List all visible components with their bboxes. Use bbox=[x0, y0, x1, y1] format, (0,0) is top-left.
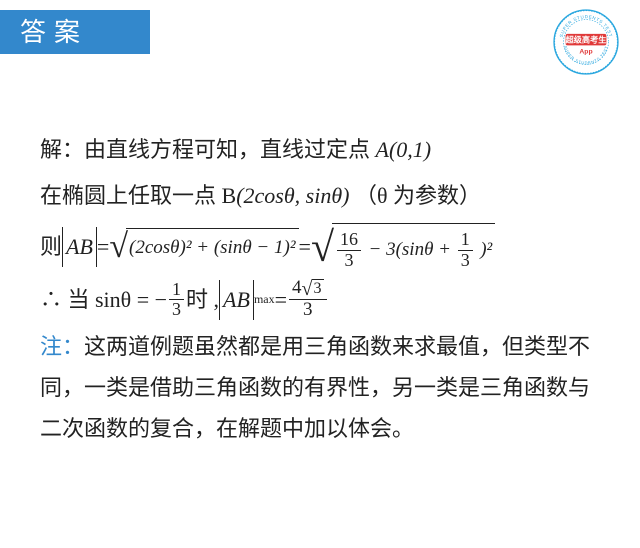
eq1-abs: AB bbox=[62, 227, 97, 267]
eq1-sqrt-body: (2cosθ)² + (sinθ − 1)² bbox=[126, 228, 299, 265]
solution-line-1: 解：由直线方程可知，直线过定点 A(0,1) bbox=[40, 130, 610, 170]
eq2-sub: max bbox=[254, 289, 275, 311]
content-area: 解：由直线方程可知，直线过定点 A(0,1) 在椭圆上任取一点 B(2cosθ,… bbox=[40, 130, 610, 449]
brand-stamp-icon: SUPER STUDENTS TEST SUPER STUDENTS TEST … bbox=[552, 8, 620, 76]
note-text: 这两道例题虽然都是用三角函数来求最值，但类型不同，一类是借助三角函数的有界性，另… bbox=[40, 334, 590, 440]
line1-point: A(0,1) bbox=[376, 137, 432, 162]
note-label: 注： bbox=[40, 334, 84, 359]
sqrt-icon: √ (2cosθ)² + (sinθ − 1)² bbox=[109, 228, 298, 265]
header-title: 答案 bbox=[20, 17, 88, 47]
radical-symbol: √ bbox=[311, 227, 334, 269]
sqrt-icon: √3 bbox=[302, 279, 324, 299]
stamp-brand-cn: 超级高考生 bbox=[565, 35, 607, 45]
answer-slide: 答案 SUPER STUDENTS TEST SUPER STUDENTS TE… bbox=[0, 0, 640, 548]
radical-symbol: √ bbox=[109, 230, 128, 264]
header-tab: 答案 bbox=[0, 10, 150, 54]
eq1-mid: − 3(sinθ + bbox=[369, 239, 456, 260]
eq1-tail: )² bbox=[480, 239, 492, 260]
eq1-eq2: = bbox=[299, 227, 311, 267]
fraction: 1 3 bbox=[169, 280, 184, 321]
fraction: 4√3 3 bbox=[289, 278, 326, 321]
fraction: 1 3 bbox=[458, 230, 473, 271]
eq1-eq: = bbox=[97, 227, 109, 267]
frac-num: 1 bbox=[169, 280, 184, 301]
note-paragraph: 注：这两道例题虽然都是用三角函数来求最值，但类型不同，一类是借助三角函数的有界性… bbox=[40, 327, 610, 449]
frac-num: 16 bbox=[337, 230, 361, 251]
equation-2: ∴ 当 sinθ = − 1 3 时 , ABmax = 4√3 3 bbox=[40, 278, 610, 321]
line1-text: 解：由直线方程可知，直线过定点 bbox=[40, 137, 376, 162]
sqrt-icon: √ 16 3 − 3(sinθ + 1 3 )² bbox=[311, 223, 495, 270]
eq2-abs: AB bbox=[219, 280, 254, 320]
solution-line-2: 在椭圆上任取一点 B(2cosθ, sinθ) （θ 为参数） bbox=[40, 176, 610, 216]
eq2-eq: = bbox=[275, 280, 287, 320]
stamp-brand-en: App bbox=[579, 49, 592, 56]
res-num-a: 4 bbox=[292, 277, 302, 298]
line2-a: 在椭圆上任取一点 B bbox=[40, 183, 236, 208]
frac-den: 3 bbox=[169, 300, 184, 320]
eq1-sqrt2-body: 16 3 − 3(sinθ + 1 3 )² bbox=[332, 223, 495, 270]
line2-b: （θ 为参数） bbox=[355, 183, 481, 208]
eq2-mid: 时 , bbox=[186, 280, 219, 320]
frac-num: 4√3 bbox=[289, 278, 326, 300]
eq1-pre: 则 bbox=[40, 227, 62, 267]
equation-1: 则 AB = √ (2cosθ)² + (sinθ − 1)² = √ 16 3… bbox=[40, 223, 610, 270]
frac-den: 3 bbox=[458, 251, 473, 271]
line2-coord: (2cosθ, sinθ) bbox=[236, 183, 349, 208]
eq2-pre: ∴ 当 sinθ = − bbox=[40, 280, 167, 320]
frac-num: 1 bbox=[458, 230, 473, 251]
frac-den: 3 bbox=[300, 300, 316, 321]
res-num-rad: 3 bbox=[312, 279, 324, 298]
frac-den: 3 bbox=[342, 251, 357, 271]
fraction: 16 3 bbox=[337, 230, 361, 271]
